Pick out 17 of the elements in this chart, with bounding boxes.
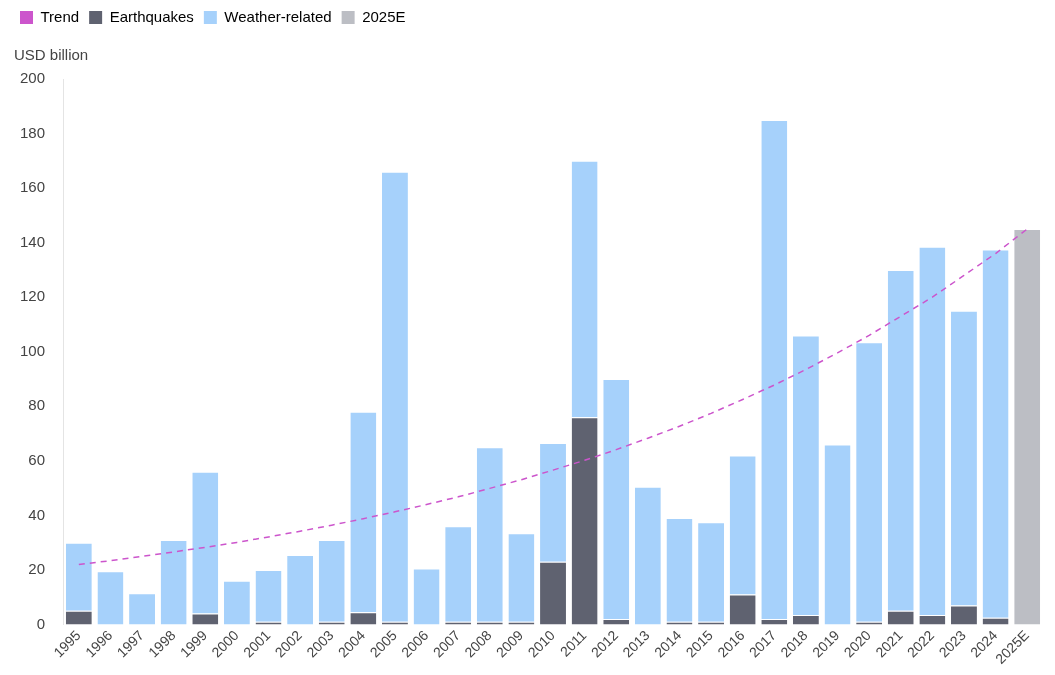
y-tick-label: 100 (20, 341, 46, 359)
legend-label: 2025E (362, 7, 406, 25)
legend-label: Trend (40, 7, 80, 25)
y-tick-label: 140 (20, 232, 46, 250)
y-tick-label: 60 (28, 450, 46, 468)
y-tick-label: 40 (28, 505, 46, 523)
y-tick-label: 20 (28, 560, 46, 578)
y-axis-title: USD billion (14, 45, 89, 63)
legend-label: Earthquakes (109, 7, 194, 25)
y-tick-label: 180 (20, 123, 46, 141)
y-tick-label: 200 (20, 69, 46, 87)
y-tick-label: 0 (36, 614, 46, 632)
line-series (78, 228, 1028, 566)
y-tick-label: 80 (28, 396, 46, 414)
y-tick-label: 120 (20, 287, 46, 305)
y-tick-label: 160 (20, 178, 46, 196)
legend-label: Weather-related (224, 7, 332, 25)
